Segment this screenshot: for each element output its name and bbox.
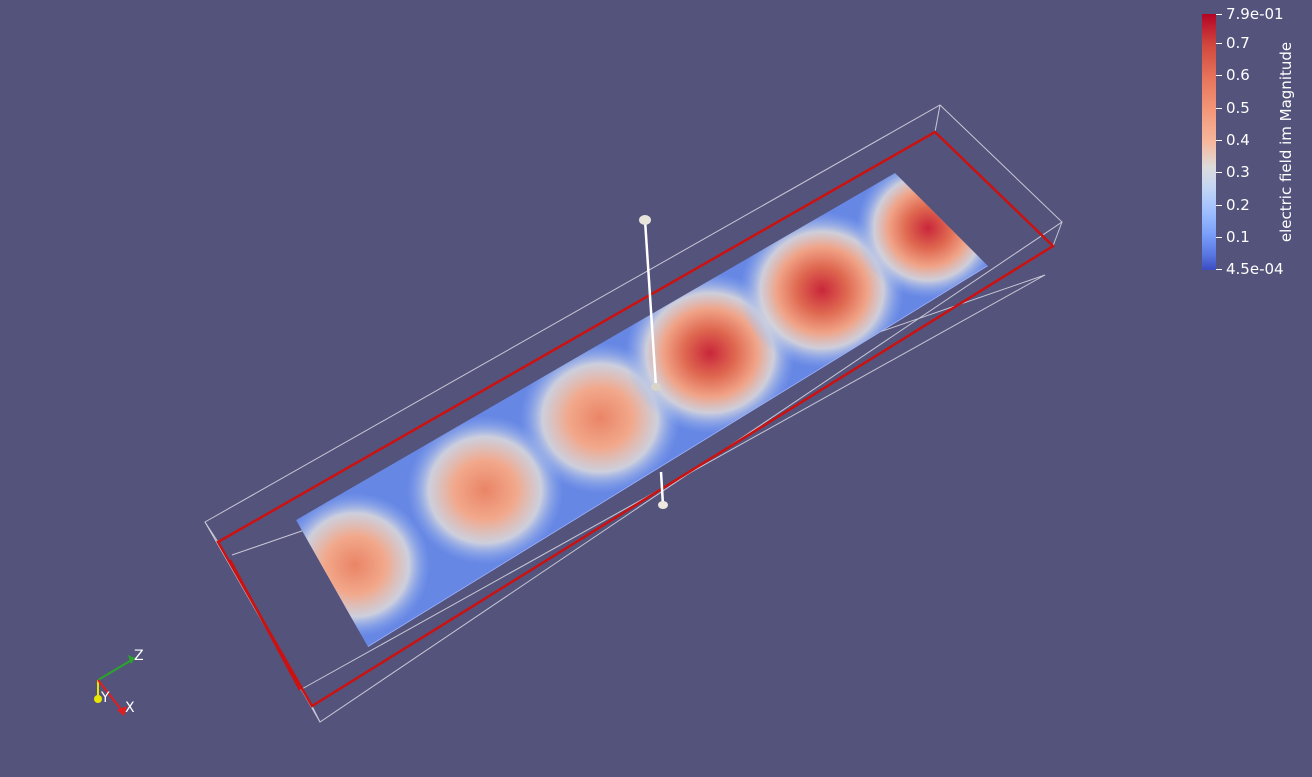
red-frame-outline — [216, 130, 1056, 708]
colorbar-tick-label: 0.4 — [1226, 131, 1250, 149]
colorbar-tick — [1216, 14, 1222, 15]
colorbar-tick-label: 7.9e-01 — [1226, 5, 1284, 23]
colorbar-tick — [1216, 205, 1222, 206]
colorbar-tick-label: 0.5 — [1226, 99, 1250, 117]
colorbar-tick — [1216, 140, 1222, 141]
colorbar-tick — [1216, 108, 1222, 109]
axis-label-x: X — [125, 700, 135, 716]
line-probe-widget[interactable] — [639, 215, 668, 509]
axis-label-y: Y — [100, 690, 110, 706]
probe-handle-middle[interactable] — [651, 383, 661, 391]
colorbar-tick-label: 0.7 — [1226, 34, 1250, 52]
colorbar-tick-label: 4.5e-04 — [1226, 260, 1284, 278]
probe-handle-bottom[interactable] — [658, 501, 668, 509]
colorbar-tick-label: 0.6 — [1226, 66, 1250, 84]
colorbar-tick-label: 0.2 — [1226, 196, 1250, 214]
colorbar-gradient — [1202, 14, 1216, 270]
colorbar-tick-label: 0.3 — [1226, 163, 1250, 181]
colorbar-tick-label: 0.1 — [1226, 228, 1250, 246]
colorbar-title: electric field im Magnitude — [1277, 41, 1295, 243]
colorbar-tick — [1216, 269, 1222, 270]
field-slice-surface[interactable] — [280, 158, 1000, 647]
colorbar-tick — [1216, 43, 1222, 44]
orientation-axes: Z Y X — [94, 648, 144, 716]
colorbar-tick — [1216, 237, 1222, 238]
colorbar-tick — [1216, 75, 1222, 76]
probe-handle-top[interactable] — [639, 215, 651, 225]
colorbar-tick — [1216, 172, 1222, 173]
colorbar-legend: 7.9e-01 0.7 0.6 0.5 0.4 0.3 0.2 0.1 4.5e-04 elec… — [1200, 6, 1312, 278]
axis-label-z: Z — [134, 648, 144, 664]
